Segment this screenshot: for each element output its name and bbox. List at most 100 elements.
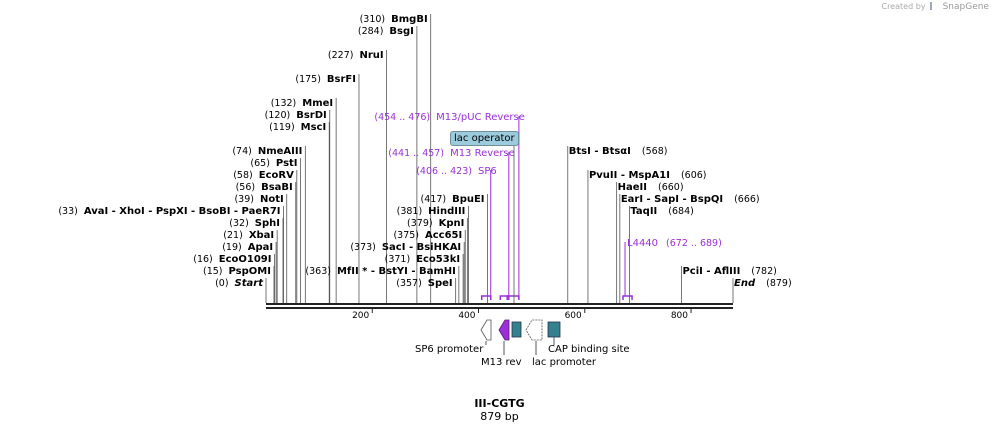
site-label: Acc65I: [425, 230, 462, 241]
primer-name: M13 Reverse: [450, 148, 515, 159]
site-label: PstI: [276, 158, 298, 169]
site-position: (371): [385, 254, 411, 265]
primer-range: (441 .. 457): [388, 148, 444, 159]
cap-binding-site-box: [547, 321, 561, 338]
credit-brand: SnapGene: [942, 2, 989, 12]
site-position: (39): [234, 194, 254, 205]
primer-bracket: [499, 295, 510, 300]
site-position: (175): [295, 74, 321, 85]
site-label: TaqII: [630, 206, 657, 217]
lac-operator-box: [511, 321, 522, 338]
site-label: SacI - BsiHKAI: [382, 242, 461, 253]
site-label: EarI - SapI - BspQI: [621, 194, 723, 205]
site-label: BmgBI: [391, 14, 428, 25]
lac-operator-label: lac operator: [450, 131, 519, 146]
site-position: (32): [229, 218, 249, 229]
site-position: (65): [250, 158, 270, 169]
site-position: (120): [265, 110, 291, 121]
site-label: ApaI: [248, 242, 273, 253]
primer-bracket: [480, 295, 492, 300]
primer-range: (406 .. 423): [416, 166, 472, 177]
site-label: EcoO109I: [219, 254, 272, 265]
site-label: PspOMI: [229, 266, 271, 277]
site-label: Start: [235, 278, 265, 289]
lac-promoter-label: lac promoter: [532, 357, 596, 368]
plasmid-name: III-CGTG: [474, 397, 525, 410]
primer-bracket: [506, 295, 520, 300]
site-label: Eco53kI: [416, 254, 460, 265]
site-position: (606): [681, 170, 707, 181]
site-position: (684): [668, 206, 694, 217]
site-label: SpeI: [428, 278, 453, 289]
site-label: MmeI: [302, 98, 333, 109]
site-label: NmeAIII: [258, 146, 302, 157]
site-position: (357): [396, 278, 422, 289]
plasmid-size: 879 bp: [480, 410, 519, 423]
site-label: HindIII: [428, 206, 465, 217]
site-label: MfII * - BstYI - BamHI: [337, 266, 456, 277]
credit-prefix: Created by: [881, 2, 926, 11]
site-label: MscI: [301, 122, 327, 133]
primer-name: L4440: [627, 238, 658, 249]
site-label: BpuEI: [452, 194, 484, 205]
axis-tick-label: 800: [671, 311, 688, 321]
snapgene-logo-icon: [930, 2, 938, 10]
site-label: NruI: [359, 50, 383, 61]
primer-name: SP6: [478, 166, 497, 177]
site-position: (33): [58, 206, 78, 217]
site-label: BsaBI: [261, 182, 293, 193]
site-position: (363): [305, 266, 331, 277]
snapgene-credit: Created by SnapGene: [881, 2, 989, 12]
site-label: KpnI: [439, 218, 465, 229]
sp6-promoter-arrow: [480, 319, 492, 341]
site-position: (660): [658, 182, 684, 193]
axis-tick-label: 600: [565, 311, 582, 321]
site-position: (417): [421, 194, 447, 205]
site-position: (568): [642, 146, 668, 157]
site-label: BsrDI: [296, 110, 327, 121]
site-label: End: [734, 278, 756, 289]
site-position: (21): [223, 230, 243, 241]
site-position: (379): [407, 218, 433, 229]
axis-tick-label: 200: [352, 311, 369, 321]
axis-tick-label: 400: [458, 311, 475, 321]
m13-rev-label: M13 rev: [481, 357, 522, 368]
lac-promoter-arrow: [525, 319, 543, 341]
site-position: (0): [215, 278, 228, 289]
site-position: (19): [222, 242, 242, 253]
site-position: (381): [397, 206, 423, 217]
cap-binding-site-label: CAP binding site: [548, 344, 630, 355]
site-position: (782): [751, 266, 777, 277]
site-position: (56): [236, 182, 256, 193]
primer-range: (672 .. 689): [666, 238, 722, 249]
site-label: BtsI - BtsαI: [569, 146, 631, 157]
site-position: (15): [203, 266, 223, 277]
site-position: (132): [271, 98, 297, 109]
site-label: NotI: [260, 194, 284, 205]
site-position: (74): [232, 146, 252, 157]
site-position: (119): [269, 122, 295, 133]
site-position: (16): [193, 254, 213, 265]
site-position: (58): [233, 170, 253, 181]
m13-rev-arrow: [498, 319, 510, 341]
site-position: (666): [734, 194, 760, 205]
sp6-promoter-label: SP6 promoter: [415, 344, 484, 355]
site-label: BsgI: [389, 26, 413, 37]
site-position: (373): [350, 242, 376, 253]
site-position: (879): [766, 278, 792, 289]
site-position: (227): [328, 50, 354, 61]
site-label: PvuII - MspA1I: [589, 170, 670, 181]
site-label: BsrFI: [327, 74, 356, 85]
site-label: HaeII: [618, 182, 647, 193]
site-position: (284): [358, 26, 384, 37]
primer-range: (454 .. 476): [374, 112, 430, 123]
primer-bracket: [622, 295, 633, 300]
site-label: SphI: [255, 218, 280, 229]
primer-name: M13/pUC Reverse: [436, 112, 525, 123]
site-label: AvaI - XhoI - PspXI - BsoBI - PaeR7I: [84, 206, 281, 217]
site-label: PciI - AflIII: [682, 266, 740, 277]
site-label: EcoRV: [259, 170, 294, 181]
site-position: (310): [360, 14, 386, 25]
site-position: (375): [393, 230, 419, 241]
